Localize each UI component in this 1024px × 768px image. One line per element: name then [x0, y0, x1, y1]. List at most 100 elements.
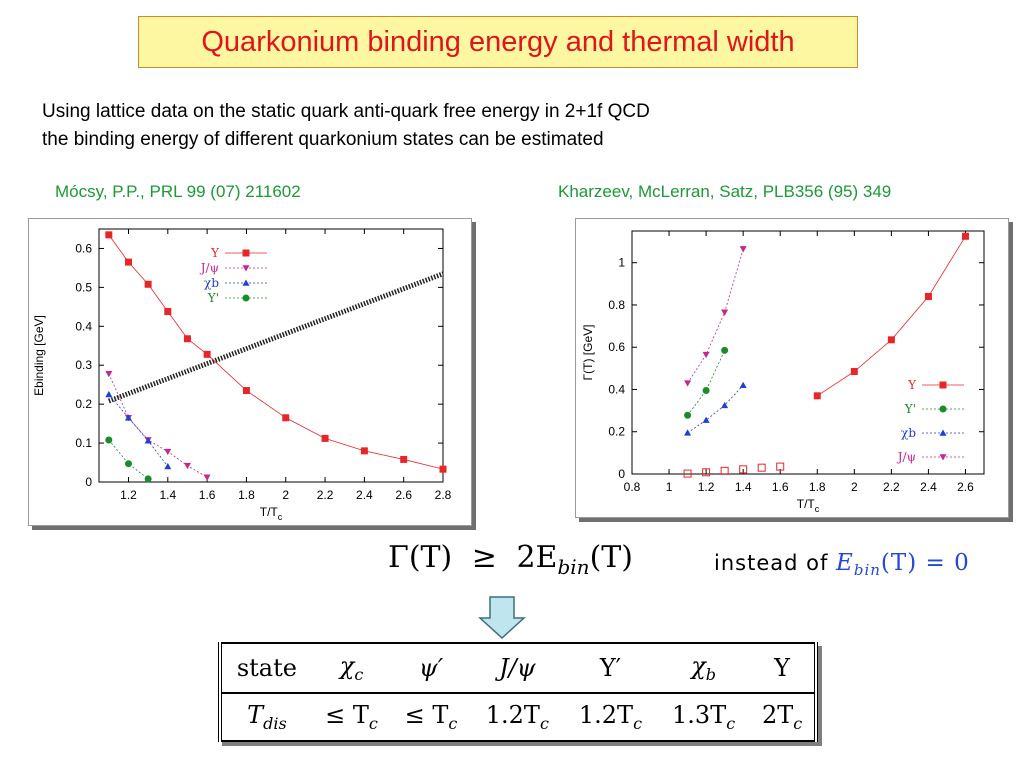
series-group [817, 236, 966, 397]
data-point [105, 390, 113, 398]
data-point [939, 405, 947, 413]
data-point [124, 460, 132, 468]
title-box: Quarkonium binding energy and thermal wi… [138, 16, 858, 68]
thermal-width-plot: 0.8 1 1.2 1.4 1.6 1.8 2 2.2 2.4 2.6 0 0.2 0.4 0.6 0.8 1… [575, 218, 1009, 518]
eq-op: ≥ [471, 540, 497, 575]
y-tick-label: 0.2 [75, 397, 92, 411]
data-point [739, 381, 747, 389]
data-point [439, 465, 447, 473]
table-cell: J/ψ [470, 642, 564, 694]
table-cell: ≤ Tc [311, 692, 392, 742]
intro-line-2: the binding energy of different quarkoni… [42, 129, 604, 150]
x-tick-label: 2.2 [883, 480, 900, 494]
x-tick-label: 0.8 [624, 480, 641, 494]
table-cell: 1.2Tc [563, 692, 658, 742]
series-group [108, 394, 169, 467]
eq-rhs-sub: bin [557, 555, 590, 579]
series-line [817, 236, 966, 397]
y-tick-label: 0.4 [608, 382, 625, 396]
legend-label: J/ψ [896, 450, 916, 464]
series-line [687, 350, 725, 416]
data-point [720, 466, 729, 475]
data-point [242, 279, 250, 286]
data-point [400, 455, 408, 463]
data-point [683, 469, 692, 478]
table-cell: state [218, 642, 312, 694]
table-cell: 1.3Tc [657, 692, 751, 742]
data-point [164, 308, 172, 316]
data-point [124, 414, 132, 421]
x-axis-label: T/Tc [260, 505, 283, 522]
data-point [721, 401, 729, 409]
eq-lhs: Γ(T) [388, 540, 453, 575]
data-point [164, 462, 172, 470]
y-tick-label: 0.4 [75, 319, 92, 333]
slide-title: Quarkonium binding energy and thermal wi… [201, 25, 795, 58]
data-point [850, 368, 858, 376]
data-point [242, 265, 250, 272]
width-inequality: Γ(T) ≥ 2Ebin(T) [388, 540, 633, 579]
table-cell: Υ [750, 642, 818, 694]
legend-label: Υ' [207, 291, 219, 305]
data-point [684, 380, 692, 387]
legend-label: χb [204, 276, 219, 290]
y-tick-label: 0.6 [75, 241, 92, 255]
x-tick-label: 2.6 [395, 488, 412, 502]
legend-label: Υ' [904, 402, 916, 416]
series-line [687, 248, 744, 384]
data-point [144, 437, 152, 444]
series-group [687, 384, 744, 434]
data-point [924, 293, 932, 301]
instead-E: E [836, 550, 854, 576]
instead-of-note: instead of Ebin(T) = 0 [714, 550, 970, 579]
x-tick-label: 1.8 [809, 480, 826, 494]
data-point [939, 429, 947, 436]
data-point [776, 462, 785, 471]
table-cell: ψ′ [391, 642, 471, 694]
x-tick-label: 1.2 [698, 480, 715, 494]
series-line [108, 439, 149, 480]
data-point [242, 249, 250, 257]
table-cell: Υ′ [563, 642, 658, 694]
x-tick-label: 1.8 [238, 488, 255, 502]
x-tick-label: 1 [666, 480, 673, 494]
series-line [108, 394, 169, 467]
eq-rhs-arg: (T) [589, 540, 633, 575]
data-point [360, 447, 368, 455]
x-tick-label: 2.4 [356, 488, 373, 502]
y-axis-label: Ebinding [GeV] [32, 315, 46, 396]
data-point [203, 474, 211, 481]
series-line [108, 373, 208, 478]
x-axis-label: T/Tc [797, 497, 820, 514]
lattice-band [107, 271, 444, 404]
binding-energy-svg: 1.2 1.4 1.6 1.8 2 2.2 2.4 2.6 2.8 0 0.1 0.2 0.3 0.4 0.… [32, 228, 452, 522]
data-point [144, 475, 152, 483]
eq-rhs: 2E [516, 540, 558, 575]
data-point [702, 351, 710, 359]
data-point [124, 258, 132, 266]
data-point [242, 387, 250, 395]
x-tick-label: 1.6 [199, 488, 216, 502]
citation-left: Mócsy, P.P., PRL 99 (07) 211602 [55, 182, 301, 201]
binding-energy-plot: 1.2 1.4 1.6 1.8 2 2.2 2.4 2.6 2.8 0 0.1 0.2 0.3 0.4 0.… [28, 218, 472, 526]
table-row: Tdis ≤ Tc ≤ Tc 1.2Tc 1.2Tc 1.3Tc 2Tc [218, 692, 818, 742]
table-cell: χc [311, 642, 392, 694]
table-cell: Tdis [218, 692, 312, 742]
down-arrow-icon [478, 596, 526, 640]
data-point [203, 350, 211, 358]
data-point [321, 434, 329, 442]
instead-rest: (T) = 0 [880, 550, 970, 576]
data-point [183, 335, 191, 343]
plot-frame [631, 230, 985, 475]
plot-frame [98, 228, 444, 483]
y-tick-label: 0.6 [608, 340, 625, 354]
data-point [757, 463, 766, 472]
y-tick-label: 0.1 [75, 436, 92, 450]
data-point [813, 392, 821, 400]
y-tick-label: 0 [85, 475, 92, 489]
data-point [702, 468, 711, 477]
table-cell: χb [657, 642, 751, 694]
data-point [684, 411, 692, 419]
series-group [687, 350, 725, 416]
legend-label: Υ [210, 246, 220, 260]
